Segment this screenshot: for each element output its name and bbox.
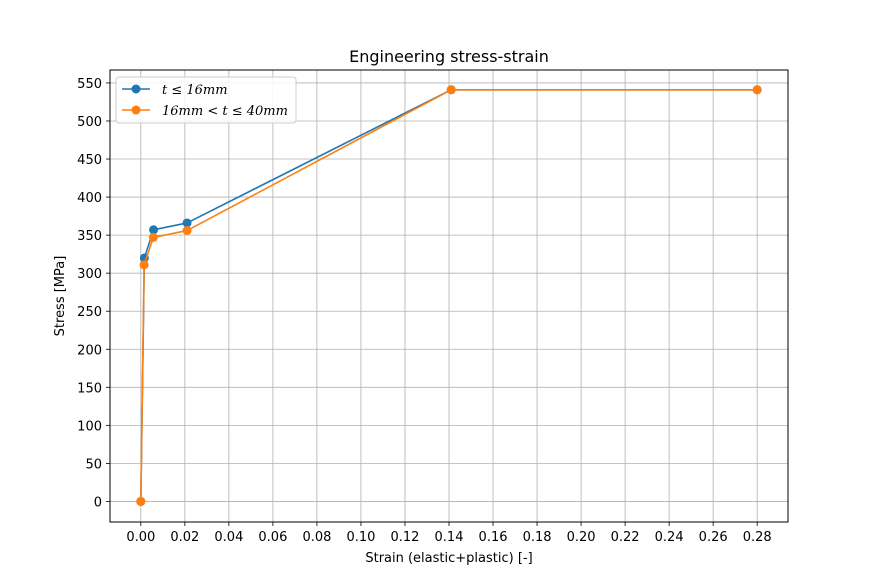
- y-tick-label: 350: [77, 229, 102, 244]
- x-tick-label: 0.22: [611, 530, 640, 545]
- y-tick-label: 250: [77, 305, 102, 320]
- x-tick-label: 0.24: [655, 530, 684, 545]
- chart-title: Engineering stress-strain: [349, 47, 549, 66]
- x-tick-label: 0.18: [523, 530, 552, 545]
- series-layer: [136, 85, 762, 506]
- y-tick-label: 400: [77, 191, 102, 206]
- data-point-series-2: [136, 496, 146, 506]
- legend-label-series-2: 16mm < t ≤ 40mm: [162, 104, 288, 119]
- legend: t ≤ 16mm 16mm < t ≤ 40mm: [115, 76, 297, 124]
- y-tick-label: 300: [77, 267, 102, 282]
- x-tick-label: 0.14: [435, 530, 464, 545]
- y-tick-label: 550: [77, 77, 102, 92]
- x-tick-label: 0.06: [258, 530, 287, 545]
- data-point-series-2: [446, 85, 456, 95]
- y-tick-label: 100: [77, 419, 102, 434]
- legend-box: [115, 76, 297, 124]
- legend-marker-series-2: [131, 105, 141, 115]
- data-point-series-2: [148, 232, 158, 242]
- x-axis-label: Strain (elastic+plastic) [-]: [365, 551, 532, 566]
- data-point-series-1: [182, 218, 192, 228]
- x-tick-label: 0.26: [699, 530, 728, 545]
- x-tick-label: 0.04: [214, 530, 243, 545]
- x-tick-label: 0.02: [170, 530, 199, 545]
- y-tick-label: 150: [77, 381, 102, 396]
- y-tick-label: 450: [77, 153, 102, 168]
- x-tick-label: 0.28: [743, 530, 772, 545]
- y-axis-ticks: 0 50 100 150 200 250 300 350 400 450 500 550: [77, 77, 110, 510]
- x-axis-ticks: 0.00 0.02 0.04 0.06 0.08 0.10 0.12 0.14 0.16 0.18…: [126, 522, 772, 545]
- legend-marker-series-1: [131, 84, 141, 94]
- data-point-series-2: [139, 260, 149, 270]
- data-point-series-2: [752, 85, 762, 95]
- y-axis-label: Stress [MPa]: [53, 256, 68, 337]
- legend-label-series-1: t ≤ 16mm: [162, 83, 228, 98]
- y-tick-label: 0: [94, 495, 102, 510]
- y-tick-label: 500: [77, 115, 102, 130]
- x-tick-label: 0.00: [126, 530, 155, 545]
- data-point-series-2: [182, 226, 192, 236]
- x-tick-label: 0.12: [390, 530, 419, 545]
- data-point-series-1: [149, 225, 159, 235]
- x-tick-label: 0.20: [567, 530, 596, 545]
- y-tick-label: 200: [77, 343, 102, 358]
- x-tick-label: 0.08: [302, 530, 331, 545]
- series-line-2: [140, 88, 758, 502]
- grid: [110, 70, 788, 522]
- x-tick-label: 0.16: [479, 530, 508, 545]
- y-tick-label: 50: [85, 457, 102, 472]
- x-tick-label: 0.10: [346, 530, 375, 545]
